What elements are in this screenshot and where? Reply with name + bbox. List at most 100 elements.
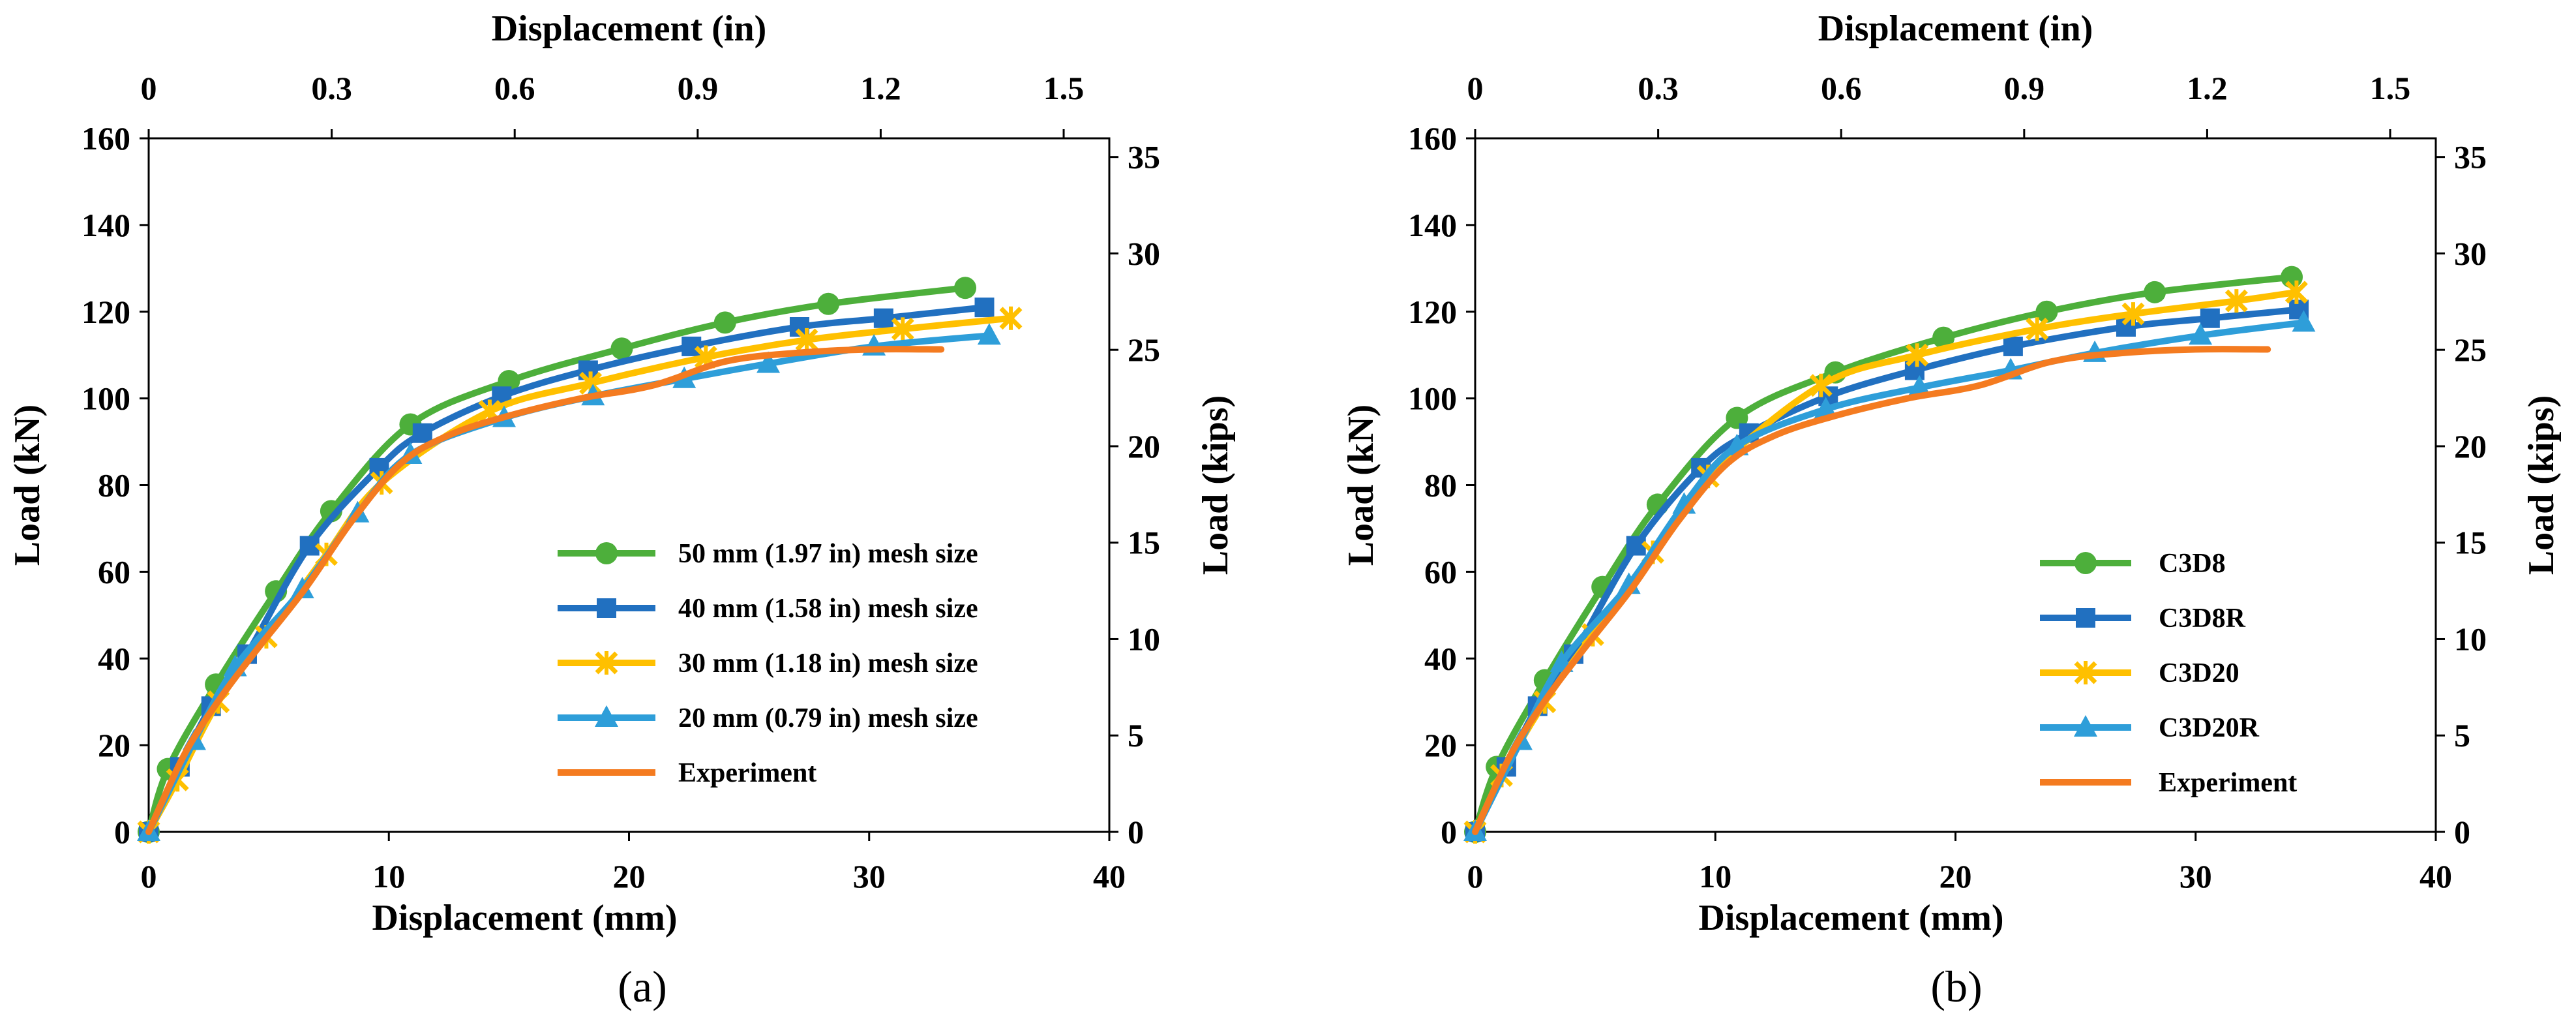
x-tick-label: 30 [853,858,886,895]
legend-marker [597,598,616,618]
series-c3d8 [1464,266,2303,843]
x2-tick-label: 0.6 [1821,70,1862,106]
data-point [2224,289,2248,313]
data-point [2035,300,2058,323]
data-point [2026,317,2049,341]
legend: C3D8 C3D8R C3D20 C3D20R Experiment [2040,549,2297,798]
legend-label: C3D20R [2159,713,2260,743]
y2-tick-label: 0 [1128,814,1144,850]
y-tick-label: 140 [1408,207,1457,243]
legend-label: 20 mm (0.79 in) mesh size [678,703,978,733]
y2-tick-label: 5 [2454,717,2470,754]
x2-tick-label: 0 [1467,70,1484,106]
legend-label: C3D20 [2159,658,2239,688]
y-tick-label: 20 [1424,727,1457,763]
data-point [2292,310,2316,332]
x-tick-label: 30 [2179,858,2212,895]
x2-tick-label: 1.2 [860,70,901,106]
legend-label: C3D8R [2159,604,2246,634]
series-line [145,346,945,835]
x2-axis-title: Displacement (in) [1818,8,2093,49]
x2-tick-label: 0 [141,70,157,106]
y2-tick-label: 25 [1128,331,1160,368]
data-point [795,328,818,352]
y2-tick-label: 25 [2454,331,2487,368]
legend-label: 50 mm (1.97 in) mesh size [678,539,978,569]
x2-tick-label: 0.3 [311,70,352,106]
x2-tick-label: 1.5 [2370,70,2411,106]
x2-tick-label: 0.6 [494,70,535,106]
x2-tick-label: 1.2 [2187,70,2228,106]
data-point [1932,326,1955,349]
y-tick-label: 40 [98,640,130,677]
series-40-mm-1-58-in-mesh-size [139,298,995,842]
legend-marker [595,542,618,564]
x-tick-label: 40 [2419,858,2452,895]
y2-axis-title: Load (kips) [1195,395,1236,575]
series-line [1472,346,2271,835]
panel-label: (a) [618,962,666,1011]
legend-marker [2076,608,2095,628]
y2-tick-label: 0 [2454,814,2470,850]
legend-item: 30 mm (1.18 in) mesh size [558,649,978,679]
x-tick-label: 0 [141,858,157,895]
y-tick-label: 160 [1408,120,1457,157]
legend-label: 30 mm (1.18 in) mesh size [678,649,978,679]
legend-item: C3D8R [2040,604,2246,634]
x-tick-label: 40 [1093,858,1126,895]
x-axis-title: Displacement (mm) [372,898,677,938]
series-30-mm-1-18-in-mesh-size [137,306,1023,844]
legend-item: Experiment [558,758,816,788]
y-tick-label: 80 [1424,467,1457,504]
data-point [817,292,840,315]
y2-tick-label: 20 [1128,428,1160,465]
y-tick-label: 100 [1408,380,1457,417]
y-tick-label: 120 [1408,294,1457,330]
legend-marker [595,651,618,675]
y-tick-label: 80 [98,467,130,504]
series-experiment [1472,346,2271,835]
y2-axis-title: Load (kips) [2521,395,2562,575]
data-point [713,311,736,334]
data-point [974,298,995,318]
legend-item: 20 mm (0.79 in) mesh size [558,703,978,733]
data-point [2003,336,2023,356]
x-tick-label: 20 [613,858,646,895]
data-point [977,323,1001,345]
data-point [412,423,432,443]
legend-label: Experiment [2159,768,2297,798]
y-axis-title: Load (kN) [1341,405,1381,566]
y-tick-label: 60 [1424,553,1457,590]
legend-label: 40 mm (1.58 in) mesh size [678,594,978,624]
legend-item: C3D20 [2040,658,2239,688]
legend-item: C3D8 [2040,549,2226,579]
data-point [756,351,781,373]
x-axis-title: Displacement (mm) [1698,898,2003,938]
y-axis-title: Load (kN) [7,405,48,566]
plot-frame [1474,137,2437,833]
y2-tick-label: 20 [2454,428,2487,465]
series-experiment [145,346,945,835]
legend-marker [2074,661,2097,684]
data-point [999,306,1023,330]
legend-label: Experiment [678,758,816,788]
x-tick-label: 20 [1939,858,1972,895]
x-tick-label: 0 [1467,858,1484,895]
legend-marker [2074,552,2097,574]
y-tick-label: 120 [82,294,130,330]
data-point [1809,373,1833,397]
x2-tick-label: 0.3 [1638,70,1679,106]
data-point [610,337,633,360]
y-tick-label: 0 [1441,814,1457,850]
legend-item: Experiment [2040,768,2297,798]
data-point [891,317,914,341]
data-point [2200,308,2220,328]
legend-label: C3D8 [2159,549,2226,579]
y-tick-label: 60 [98,553,130,590]
y2-tick-label: 15 [2454,525,2487,561]
data-point [2189,323,2213,345]
y-tick-label: 0 [114,814,130,850]
legend-marker [2074,715,2097,737]
y2-tick-label: 35 [2454,139,2487,176]
